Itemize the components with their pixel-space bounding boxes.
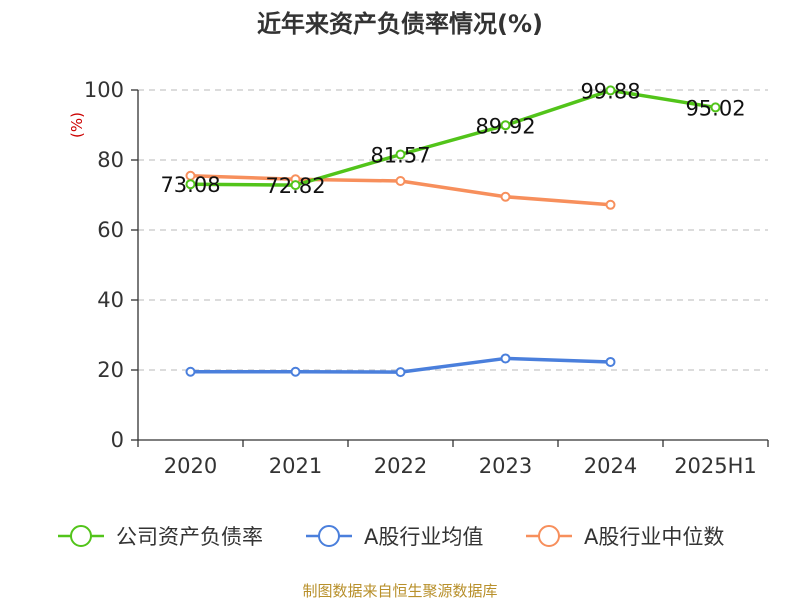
data-label: 73.08 — [160, 173, 220, 197]
y-axis-unit: (%) — [68, 112, 86, 138]
legend-swatch-marker — [70, 525, 92, 547]
legend-item[interactable]: A股行业均值 — [306, 525, 483, 549]
x-tick-label: 2021 — [269, 454, 322, 478]
data-labels: 73.08 72.82 81.57 89.92 99.88 95.02 — [160, 79, 745, 198]
series-line-0 — [188, 88, 718, 187]
legend-swatch-marker — [318, 525, 340, 547]
chart-title: 近年来资产负债率情况(%) — [257, 10, 543, 38]
legend-item[interactable]: 公司资产负债率 — [58, 525, 263, 549]
data-point-marker — [395, 149, 406, 160]
legend-item[interactable]: A股行业中位数 — [526, 525, 724, 549]
axes: 0 20 40 60 80 100 2020 2021 2022 2023 2024 2025H1 — [84, 78, 769, 478]
series-lines — [185, 85, 721, 378]
y-tick-label: 0 — [111, 428, 124, 452]
x-tick-label: 2025H1 — [674, 454, 757, 478]
data-point-marker — [185, 366, 196, 377]
data-point-marker — [500, 191, 511, 202]
legend-label: 公司资产负债率 — [116, 525, 263, 549]
y-tick-label: 80 — [97, 148, 124, 172]
data-point-marker — [605, 356, 616, 367]
data-label: 72.82 — [265, 174, 325, 198]
legend[interactable]: 公司资产负债率 A股行业均值 A股行业中位数 — [58, 525, 724, 549]
data-point-marker — [605, 199, 616, 210]
y-tick-label: 40 — [97, 288, 124, 312]
legend-swatch-marker — [538, 525, 560, 547]
y-tick-label: 100 — [84, 78, 124, 102]
legend-label: A股行业中位数 — [584, 525, 724, 549]
data-point-marker — [185, 179, 196, 190]
data-point-marker — [710, 102, 721, 113]
data-label: 95.02 — [685, 96, 745, 120]
data-point-marker — [290, 366, 301, 377]
data-point-marker — [395, 367, 406, 378]
x-tick-label: 2023 — [479, 454, 532, 478]
x-tick-label: 2020 — [164, 454, 217, 478]
x-tick-label: 2024 — [584, 454, 637, 478]
y-tick-label: 20 — [97, 358, 124, 382]
data-point-marker — [500, 120, 511, 131]
data-point-marker — [395, 176, 406, 186]
data-label: 89.92 — [475, 114, 535, 138]
legend-label: A股行业均值 — [364, 525, 483, 549]
source-note: 制图数据来自恒生聚源数据库 — [302, 582, 497, 600]
data-point-marker — [605, 85, 616, 96]
y-tick-label: 60 — [97, 218, 124, 242]
data-point-marker — [290, 180, 301, 191]
data-label: 81.57 — [370, 144, 430, 168]
gridlines — [138, 89, 768, 371]
data-point-marker — [500, 353, 511, 364]
data-label: 99.88 — [580, 79, 640, 103]
x-tick-label: 2022 — [374, 454, 427, 478]
